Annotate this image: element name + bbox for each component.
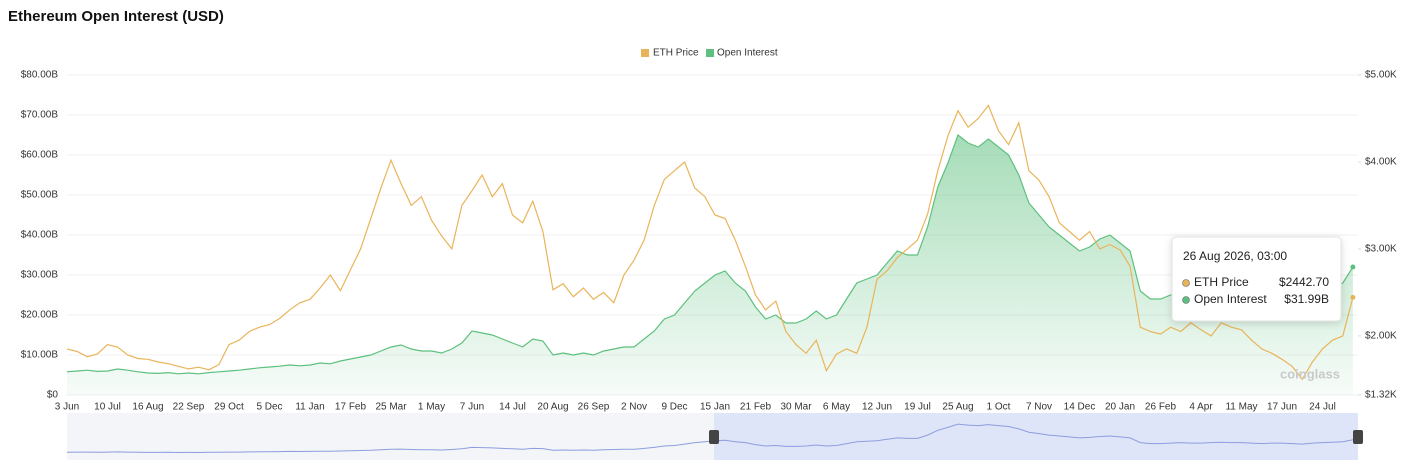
y2-tick-label: $1.32K (1365, 390, 1397, 401)
x-tick-label: 20 Aug (537, 402, 568, 413)
x-tick-label: 9 Dec (661, 402, 687, 413)
y2-tick-label: $3.00K (1365, 244, 1397, 255)
watermark: coinglass (1280, 366, 1340, 381)
y2-tick-label: $4.00K (1365, 157, 1397, 168)
x-tick-label: 7 Jun (460, 402, 484, 413)
x-tick-label: 14 Jul (499, 402, 526, 413)
x-tick-label: 25 Aug (942, 402, 973, 413)
tooltip-title: 26 Aug 2026, 03:00 (1183, 249, 1287, 263)
x-tick-label: 1 Oct (987, 402, 1011, 413)
x-tick-label: 15 Jan (700, 402, 730, 413)
area (67, 135, 1353, 395)
tooltip-value: $31.99B (1284, 292, 1329, 306)
x-tick-label: 26 Sep (578, 402, 610, 413)
tooltip-dot (1182, 296, 1190, 304)
legend-label: Open Interest (717, 48, 778, 59)
x-tick-label: 7 Nov (1026, 402, 1052, 413)
y-tick-label: $20.00B (21, 310, 59, 321)
tooltip-dot (1182, 279, 1190, 287)
x-tick-label: 25 Mar (375, 402, 407, 413)
y2-tick-label: $5.00K (1365, 70, 1397, 81)
y-tick-label: $30.00B (21, 270, 59, 281)
navigator-handle[interactable] (1353, 430, 1363, 444)
chart-title: Ethereum Open Interest (USD) (8, 8, 224, 25)
x-tick-label: 10 Jul (94, 402, 121, 413)
x-tick-label: 14 Dec (1064, 402, 1096, 413)
x-tick-label: 12 Jun (862, 402, 892, 413)
tooltip-value: $2442.70 (1279, 275, 1329, 289)
x-tick-label: 20 Jan (1105, 402, 1135, 413)
y-tick-label: $0 (47, 390, 59, 401)
x-tick-label: 16 Aug (132, 402, 163, 413)
tooltip-name: Open Interest (1194, 292, 1267, 306)
x-tick-label: 29 Oct (214, 402, 244, 413)
x-tick-label: 4 Apr (1189, 402, 1213, 413)
legend-swatch (641, 49, 649, 57)
y-tick-label: $10.00B (21, 350, 59, 361)
navigator-handle[interactable] (709, 430, 719, 444)
x-tick-label: 24 Jul (1309, 402, 1336, 413)
line (66, 104, 1354, 381)
y-tick-label: $80.00B (21, 70, 59, 81)
x-tick-label: 30 Mar (780, 402, 812, 413)
hover-point (1350, 294, 1356, 300)
hover-point (1350, 264, 1356, 270)
legend-swatch (706, 49, 714, 57)
tooltip-box (1171, 236, 1342, 322)
y-tick-label: $40.00B (21, 230, 59, 241)
x-tick-label: 3 Jun (55, 402, 79, 413)
legend-label: ETH Price (653, 48, 699, 59)
x-tick-label: 19 Jul (904, 402, 931, 413)
y-tick-label: $60.00B (21, 150, 59, 161)
navigator-selection[interactable] (714, 413, 1358, 460)
x-tick-label: 11 May (1225, 402, 1257, 413)
x-tick-label: 5 Dec (256, 402, 282, 413)
y-tick-label: $70.00B (21, 110, 59, 121)
x-tick-label: 17 Jun (1267, 402, 1297, 413)
tooltip-name: ETH Price (1194, 275, 1249, 289)
y-tick-label: $50.00B (21, 190, 59, 201)
x-tick-label: 6 May (823, 402, 850, 413)
tooltip: 26 Aug 2026, 03:00 ETH Price $2442.70 Open … (1171, 236, 1342, 322)
y2-tick-label: $2.00K (1365, 331, 1397, 342)
x-tick-label: 21 Feb (740, 402, 772, 413)
x-tick-label: 1 May (418, 402, 445, 413)
x-tick-label: 2 Nov (621, 402, 647, 413)
x-tick-label: 22 Sep (173, 402, 205, 413)
x-tick-label: 11 Jan (295, 402, 324, 413)
x-tick-label: 17 Feb (335, 402, 367, 413)
line (66, 134, 1354, 375)
x-tick-label: 26 Feb (1145, 402, 1177, 413)
